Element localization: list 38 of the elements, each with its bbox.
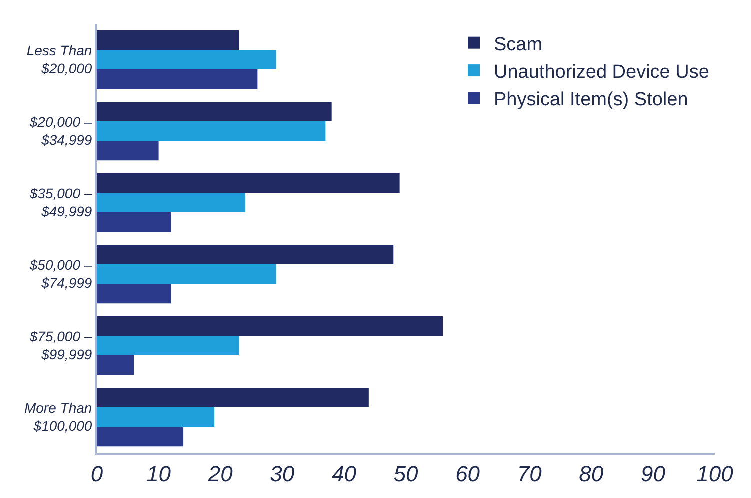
bar — [97, 284, 172, 304]
legend-label: Physical Item(s) Stolen — [494, 90, 688, 111]
bar — [97, 192, 246, 213]
x-tick-label: 70 — [517, 461, 543, 486]
bar — [97, 336, 240, 356]
bar — [97, 141, 159, 161]
bar — [97, 102, 332, 122]
bar — [97, 244, 394, 264]
x-tick-label: 20 — [207, 461, 234, 486]
x-tick-label: 10 — [146, 461, 172, 486]
bar — [97, 121, 326, 142]
y-tick-label: Less Than $20,000 — [26, 42, 92, 77]
y-tick-label: $75,000 – $99,999 — [28, 328, 92, 363]
bar — [97, 316, 444, 336]
x-tick-label: 60 — [456, 461, 481, 486]
y-tick-label: $20,000 – $34,999 — [28, 114, 92, 148]
legend-label: Scam — [494, 34, 543, 56]
bar — [97, 356, 134, 376]
x-tick-label: 0 — [90, 461, 104, 486]
x-tick-label: 50 — [394, 461, 419, 486]
bar — [97, 173, 400, 193]
x-tick-label: 30 — [270, 461, 296, 486]
bar — [97, 30, 240, 50]
bar — [97, 427, 184, 447]
y-tick-label: More Than $100,000 — [24, 400, 92, 434]
x-tick-label: 80 — [579, 461, 604, 486]
bar — [97, 388, 369, 408]
legend-label: Unauthorized Device Use — [494, 62, 710, 83]
x-tick-label: 40 — [332, 461, 358, 486]
bar — [97, 407, 214, 428]
y-tick-label: $35,000 – $49,999 — [28, 186, 92, 220]
y-tick-label: $50,000 – $74,999 — [28, 257, 92, 292]
bar — [97, 50, 276, 70]
bar — [97, 212, 172, 232]
bar — [97, 70, 258, 90]
x-tick-label: 90 — [640, 461, 666, 486]
x-tick-label: 100 — [696, 461, 734, 486]
bar — [97, 264, 276, 284]
